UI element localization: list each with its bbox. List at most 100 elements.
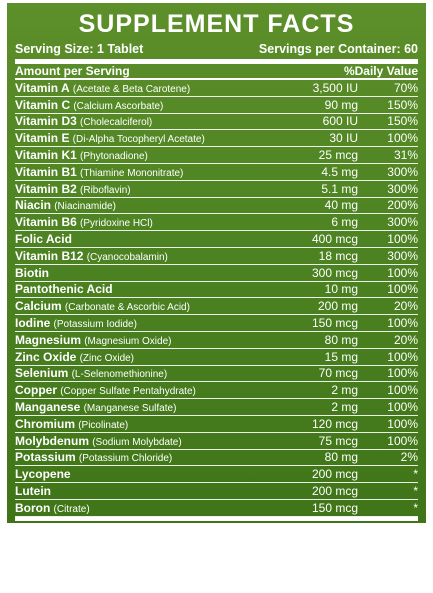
nutrient-daily-value: 31%: [393, 148, 418, 163]
nutrient-name: Manganese: [15, 400, 81, 415]
nutrient-row: Chromium (Picolinate) 120 mcg 100%: [15, 416, 418, 433]
nutrient-row: Iodine (Potassium Iodide) 150 mcg 100%: [15, 315, 418, 332]
nutrient-daily-value: 100%: [387, 265, 418, 280]
nutrient-source: (Copper Sulfate Pentahydrate): [60, 386, 196, 398]
nutrient-name-cell: Vitamin B12 (Cyanocobalamin): [15, 249, 280, 263]
nutrient-row: Vitamin K1 (Phytonadione) 25 mcg 31%: [15, 147, 418, 164]
nutrient-amount: 3,500 IU: [312, 80, 358, 95]
servings-per-container: Servings per Container: 60: [258, 42, 418, 56]
nutrient-amount: 200 mcg: [311, 467, 358, 482]
nutrient-name: Boron: [15, 500, 51, 515]
nutrient-amount: 40 mg: [324, 198, 358, 213]
nutrient-row: Magnesium (Magnesium Oxide) 80 mg 20%: [15, 332, 418, 349]
nutrient-daily-value: 300%: [387, 248, 418, 263]
nutrient-name: Molybdenum: [15, 433, 89, 448]
nutrient-name: Vitamin A: [15, 80, 70, 95]
nutrient-row: Lutein 200 mcg *: [15, 483, 418, 500]
nutrient-daily-value: 300%: [387, 215, 418, 230]
nutrient-row: Vitamin A (Acetate & Beta Carotene) 3,500…: [15, 80, 418, 97]
nutrient-name: Pantothenic Acid: [15, 282, 113, 297]
blend-name: NOORTRITION™ Organic and Natural Herbal …: [15, 521, 283, 534]
nutrient-name-cell: Manganese (Manganese Sulfate): [15, 400, 280, 414]
nutrient-daily-value: 300%: [387, 181, 418, 196]
nutrient-source: (Potassium Iodide): [53, 319, 137, 331]
herbal-blend: NOORTRITION™ Organic and Natural Herbal …: [15, 521, 418, 570]
nutrient-daily-value: 100%: [387, 131, 418, 146]
nutrient-amount: 4.5 mg: [321, 164, 358, 179]
nutrient-name: Lutein: [15, 484, 51, 499]
nutrient-name-cell: Boron (Citrate): [15, 501, 280, 515]
nutrient-daily-value: 100%: [387, 383, 418, 398]
nutrient-source: (Picolinate): [78, 419, 129, 431]
nutrient-row: Folic Acid 400 mcg 100%: [15, 231, 418, 248]
nutrient-name: Vitamin B2: [15, 181, 77, 196]
nutrient-source: (Pyridoxine HCl): [80, 218, 153, 230]
nutrient-row: Boron (Citrate) 150 mcg *: [15, 500, 418, 517]
nutrient-source: (Di-Alpha Tocopheryl Acetate): [72, 134, 205, 146]
nutrient-name-cell: Lutein: [15, 484, 280, 498]
nutrient-amount: 70 mcg: [318, 366, 358, 381]
nutrient-name: Calcium: [15, 299, 62, 314]
blend-ingredients: Black Seed (Nigella Sativa), Date Powder…: [15, 533, 356, 570]
nutrient-name: Vitamin B12: [15, 248, 84, 263]
nutrient-daily-value: 100%: [387, 232, 418, 247]
nutrient-name-cell: Zinc Oxide (Zinc Oxide): [15, 350, 280, 364]
nutrient-amount: 90 mg: [324, 97, 358, 112]
nutrient-source: (Manganese Sulfate): [83, 403, 177, 415]
nutrient-row: Copper (Copper Sulfate Pentahydrate) 2 mg…: [15, 382, 418, 400]
nutrient-daily-value: *: [413, 467, 418, 482]
nutrient-row: Pantothenic Acid 10 mg 100%: [15, 282, 418, 299]
nutrient-amount: 75 mcg: [318, 433, 358, 448]
header-divider: [15, 78, 418, 80]
nutrient-row: Vitamin B1 (Thiamine Mononitrate) 4.5 mg 3…: [15, 164, 418, 181]
nutrient-name-cell: Niacin (Niacinamide): [15, 198, 280, 212]
nutrient-amount: 2 mg: [331, 400, 358, 415]
nutrient-amount: 5.1 mg: [321, 181, 358, 196]
nutrient-name: Niacin: [15, 198, 52, 213]
nutrient-daily-value: 150%: [387, 114, 418, 129]
nutrient-name-cell: Vitamin B2 (Riboflavin): [15, 182, 280, 196]
nutrient-row: Selenium (L-Selenomethionine) 70 mcg 100%: [15, 366, 418, 383]
nutrient-name-cell: Lycopene: [15, 467, 280, 481]
nutrient-row: Manganese (Manganese Sulfate) 2 mg 100%: [15, 399, 418, 416]
nutrient-name: Copper: [15, 383, 57, 398]
nutrient-amount: 600 IU: [322, 114, 358, 129]
amount-header: Amount per Serving: [15, 64, 130, 78]
nutrient-amount: 200 mcg: [311, 484, 358, 499]
nutrient-daily-value: *: [413, 484, 418, 499]
nutrient-source: (Thiamine Mononitrate): [80, 167, 184, 179]
nutrient-daily-value: 70%: [393, 80, 418, 95]
nutrient-amount: 150 mcg: [311, 500, 358, 515]
thick-divider: [15, 59, 418, 64]
supplement-facts-panel: SUPPLEMENT FACTS Serving Size: 1 Tablet …: [7, 3, 426, 593]
nutrient-amount: 10 mg: [324, 282, 358, 297]
nutrient-name-cell: Selenium (L-Selenomethionine): [15, 366, 280, 380]
nutrient-source: (Calcium Ascorbate): [73, 100, 164, 112]
nutrient-name-cell: Vitamin D3 (Cholecalciferol): [15, 114, 280, 128]
nutrient-source: (Niacinamide): [54, 201, 116, 213]
footnote: *%Daily Value not established: [15, 573, 418, 593]
nutrient-name-cell: Vitamin A (Acetate & Beta Carotene): [15, 81, 280, 95]
nutrient-source: (Cholecalciferol): [80, 117, 153, 129]
blend-amount: 100 mg: [372, 520, 393, 547]
nutrient-daily-value: 100%: [387, 433, 418, 448]
nutrient-source: (L-Selenomethionine): [71, 369, 168, 381]
nutrient-row: Vitamin B6 (Pyridoxine HCl) 6 mg 300%: [15, 214, 418, 232]
nutrient-source: (Cyanocobalamin): [86, 251, 168, 263]
nutrient-row: Potassium (Potassium Chloride) 80 mg 2%: [15, 450, 418, 467]
nutrient-name: Lycopene: [15, 467, 71, 482]
nutrient-row: Molybdenum (Sodium Molybdate) 75 mcg 100%: [15, 433, 418, 450]
nutrient-name-cell: Vitamin B6 (Pyridoxine HCl): [15, 215, 280, 229]
nutrient-name-cell: Magnesium (Magnesium Oxide): [15, 333, 280, 347]
nutrient-row: Calcium (Carbonate & Ascorbic Acid) 200 m…: [15, 298, 418, 316]
nutrient-name: Selenium: [15, 366, 69, 381]
nutrient-amount: 80 mg: [324, 450, 358, 465]
column-header: Amount per Serving %Daily Value: [15, 64, 418, 78]
nutrient-amount: 120 mcg: [311, 416, 358, 431]
panel-title: SUPPLEMENT FACTS: [78, 10, 355, 38]
nutrient-daily-value: *: [413, 500, 418, 515]
nutrient-name-cell: Vitamin E (Di-Alpha Tocopheryl Acetate): [15, 131, 280, 145]
nutrient-daily-value: 100%: [387, 416, 418, 431]
nutrient-name-cell: Pantothenic Acid: [15, 282, 280, 296]
nutrient-source: (Zinc Oxide): [79, 352, 135, 364]
